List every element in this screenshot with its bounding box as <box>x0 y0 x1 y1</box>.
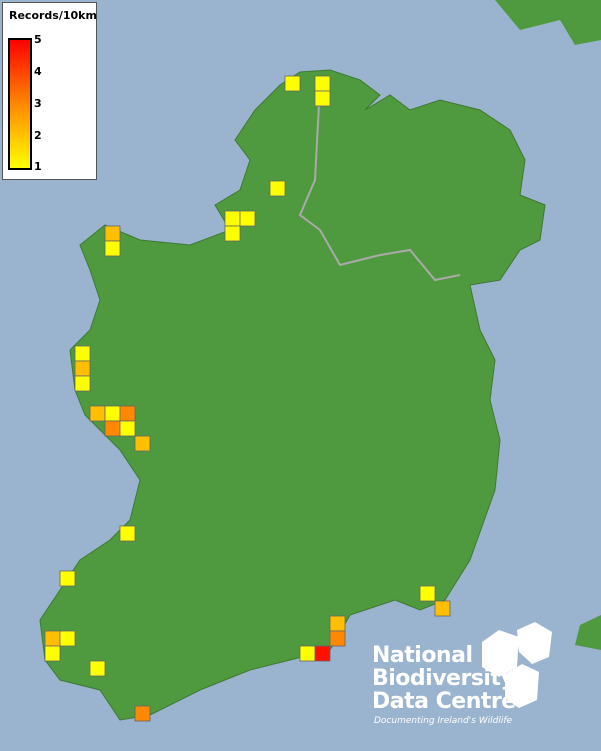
record-square[interactable] <box>224 225 241 242</box>
logo-tagline: Documenting Ireland's Wildlife <box>374 716 513 726</box>
record-square[interactable] <box>329 630 346 647</box>
record-square[interactable] <box>134 705 151 722</box>
logo-name: National Biodiversity Data Centre <box>372 644 516 713</box>
record-square[interactable] <box>314 75 331 92</box>
record-square[interactable] <box>119 525 136 542</box>
record-square[interactable] <box>74 360 91 377</box>
record-square[interactable] <box>104 405 121 422</box>
record-square[interactable] <box>104 225 121 242</box>
record-square[interactable] <box>104 420 121 437</box>
record-square[interactable] <box>104 240 121 257</box>
legend-tick: 2 <box>34 129 42 142</box>
legend-tick: 1 <box>34 160 42 173</box>
record-square[interactable] <box>44 645 61 662</box>
record-square[interactable] <box>74 375 91 392</box>
record-square[interactable] <box>74 345 91 362</box>
logo-line: National <box>372 643 473 668</box>
legend-tick: 3 <box>34 97 42 110</box>
legend-tick: 4 <box>34 65 42 78</box>
record-square[interactable] <box>59 630 76 647</box>
legend-color-bar <box>8 38 32 170</box>
record-square[interactable] <box>314 90 331 107</box>
logo-line: Data Centre <box>372 689 516 714</box>
wales-landmass <box>575 615 601 650</box>
record-square[interactable] <box>89 405 106 422</box>
record-square[interactable] <box>434 600 451 617</box>
record-square[interactable] <box>284 75 301 92</box>
legend-tick: 5 <box>34 33 42 46</box>
logo-line: Biodiversity <box>372 666 515 691</box>
record-square[interactable] <box>224 210 241 227</box>
record-square[interactable] <box>89 660 106 677</box>
record-square[interactable] <box>419 585 436 602</box>
hexagon-logo-icon <box>482 622 552 708</box>
record-square[interactable] <box>119 405 136 422</box>
scotland-landmass <box>495 0 601 45</box>
record-square[interactable] <box>269 180 286 197</box>
record-square[interactable] <box>299 645 316 662</box>
record-square[interactable] <box>329 615 346 632</box>
legend-title: Records/10km <box>9 9 97 22</box>
record-square[interactable] <box>44 630 61 647</box>
border-line <box>298 84 461 282</box>
record-square[interactable] <box>239 210 256 227</box>
record-square[interactable] <box>134 435 151 452</box>
record-square[interactable] <box>119 420 136 437</box>
record-square[interactable] <box>59 570 76 587</box>
ireland-landmass <box>39 69 546 721</box>
record-square[interactable] <box>314 645 331 662</box>
legend: Records/10km 5 4 3 2 1 <box>2 2 97 180</box>
